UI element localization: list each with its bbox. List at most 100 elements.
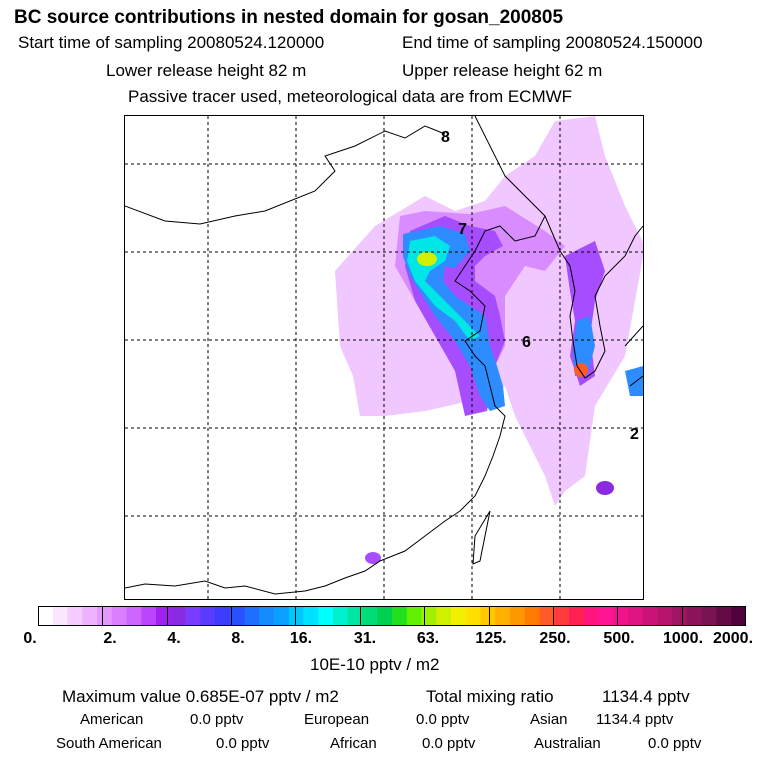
- colorbar-tick-label: 2000.: [712, 630, 754, 647]
- end-time-label: End time of sampling 20080524.150000: [402, 33, 703, 52]
- grid-lines: [125, 116, 643, 599]
- coastlines: [125, 116, 643, 595]
- map-svg: 8 7 6 2: [125, 116, 643, 599]
- colorbar-cell: [613, 606, 629, 626]
- coast-taiwan: [472, 510, 491, 565]
- colorbar-cell: [141, 606, 157, 626]
- lower-release-label: Lower release height 82 m: [106, 61, 307, 80]
- colorbar-cell: [52, 606, 68, 626]
- contour-label-2: 2: [630, 426, 639, 443]
- colorbar-cell: [539, 606, 555, 626]
- colorbar-cell: [554, 606, 570, 626]
- colorbar-cell: [38, 606, 54, 626]
- coast-north: [125, 125, 446, 225]
- colorbar-cell: [97, 606, 113, 626]
- asian-value: 1134.4 pptv: [596, 711, 674, 728]
- colorbar-cell: [406, 606, 422, 626]
- colorbar-tick-label: 250.: [539, 630, 571, 647]
- colorbar-cell: [687, 606, 703, 626]
- colorbar-cell: [701, 606, 717, 626]
- colorbar-unit-label: 10E-10 pptv / m2: [310, 655, 440, 674]
- colorbar-cell: [126, 606, 142, 626]
- plume-field: [335, 116, 643, 564]
- coast-japan: [624, 325, 643, 387]
- colorbar-cell: [244, 606, 260, 626]
- korea-plume-blue: [573, 316, 595, 376]
- colorbar-tick-label: 0.: [23, 630, 37, 647]
- south-american-label: South American: [56, 735, 162, 752]
- colorbar-tick-label: 500.: [603, 630, 635, 647]
- contour-label-group: 8 7 6 2: [441, 129, 639, 443]
- colorbar-cell: [495, 606, 511, 626]
- japan-plume: [625, 366, 643, 396]
- max-value-label: Maximum value 0.685E-07 pptv / m2: [62, 687, 339, 706]
- colorbar-cell: [510, 606, 526, 626]
- colorbar-tick-label: 2.: [103, 630, 117, 647]
- african-value: 0.0 pptv: [422, 735, 476, 752]
- colorbar-cell: [392, 606, 408, 626]
- colorbar-cell: [657, 606, 673, 626]
- colorbar-cell: [111, 606, 127, 626]
- colorbar-cell: [480, 606, 496, 626]
- coast-bohai: [125, 116, 546, 595]
- colorbar-cell: [672, 606, 688, 626]
- receptor-marker: [574, 363, 588, 377]
- colorbar-cell: [288, 606, 304, 626]
- south-plume: [596, 481, 614, 495]
- colorbar-cell: [82, 606, 98, 626]
- total-mixing-label: Total mixing ratio: [426, 687, 554, 706]
- colorbar-cell: [642, 606, 658, 626]
- map-plot: 8 7 6 2: [124, 115, 644, 600]
- colorbar-cell: [465, 606, 481, 626]
- colorbar-tick-label: 125.: [475, 630, 507, 647]
- colorbar-tick-label: 1000.: [662, 630, 704, 647]
- colorbar-tick-label: 8.: [231, 630, 245, 647]
- plume-peak: [417, 252, 437, 266]
- american-value: 0.0 pptv: [190, 711, 244, 728]
- colorbar-cell: [731, 606, 746, 626]
- south-american-value: 0.0 pptv: [216, 735, 270, 752]
- colorbar-cell: [200, 606, 216, 626]
- colorbar-cell: [67, 606, 83, 626]
- colorbar-cell: [318, 606, 334, 626]
- colorbar-cell: [451, 606, 467, 626]
- australian-label: Australian: [534, 735, 601, 752]
- colorbar: [38, 606, 746, 626]
- colorbar-cell: [583, 606, 599, 626]
- colorbar-cell: [628, 606, 644, 626]
- colorbar-cell: [333, 606, 349, 626]
- colorbar-cell: [229, 606, 245, 626]
- colorbar-cell: [524, 606, 540, 626]
- colorbar-cell: [259, 606, 275, 626]
- colorbar-tick-label: 31.: [353, 630, 377, 647]
- colorbar-tick-label: 16.: [289, 630, 313, 647]
- european-value: 0.0 pptv: [416, 711, 470, 728]
- colorbar-tick-label: 63.: [416, 630, 440, 647]
- contour-label-7: 7: [458, 221, 467, 238]
- american-label: American: [80, 711, 144, 728]
- chart-title: BC source contributions in nested domain…: [14, 7, 564, 28]
- contour-label-6: 6: [522, 334, 531, 351]
- colorbar-cell: [185, 606, 201, 626]
- colorbar-cell: [170, 606, 186, 626]
- colorbar-cell: [598, 606, 614, 626]
- colorbar-tick-label: 4.: [167, 630, 181, 647]
- colorbar-cell: [215, 606, 231, 626]
- african-label: African: [330, 735, 377, 752]
- contour-label-8: 8: [441, 129, 450, 146]
- asian-label: Asian: [530, 711, 568, 728]
- european-label: European: [304, 711, 370, 728]
- colorbar-cell: [156, 606, 172, 626]
- total-mixing-value: 1134.4 pptv: [602, 687, 690, 706]
- colorbar-cell: [362, 606, 378, 626]
- start-time-label: Start time of sampling 20080524.120000: [18, 33, 325, 52]
- colorbar-cell: [716, 606, 732, 626]
- colorbar-cell: [436, 606, 452, 626]
- australian-value: 0.0 pptv: [648, 735, 702, 752]
- colorbar-cell: [347, 606, 363, 626]
- hainan-plume: [365, 552, 381, 564]
- colorbar-cell: [421, 606, 437, 626]
- colorbar-cell: [569, 606, 585, 626]
- colorbar-cell: [274, 606, 290, 626]
- colorbar-cell: [303, 606, 319, 626]
